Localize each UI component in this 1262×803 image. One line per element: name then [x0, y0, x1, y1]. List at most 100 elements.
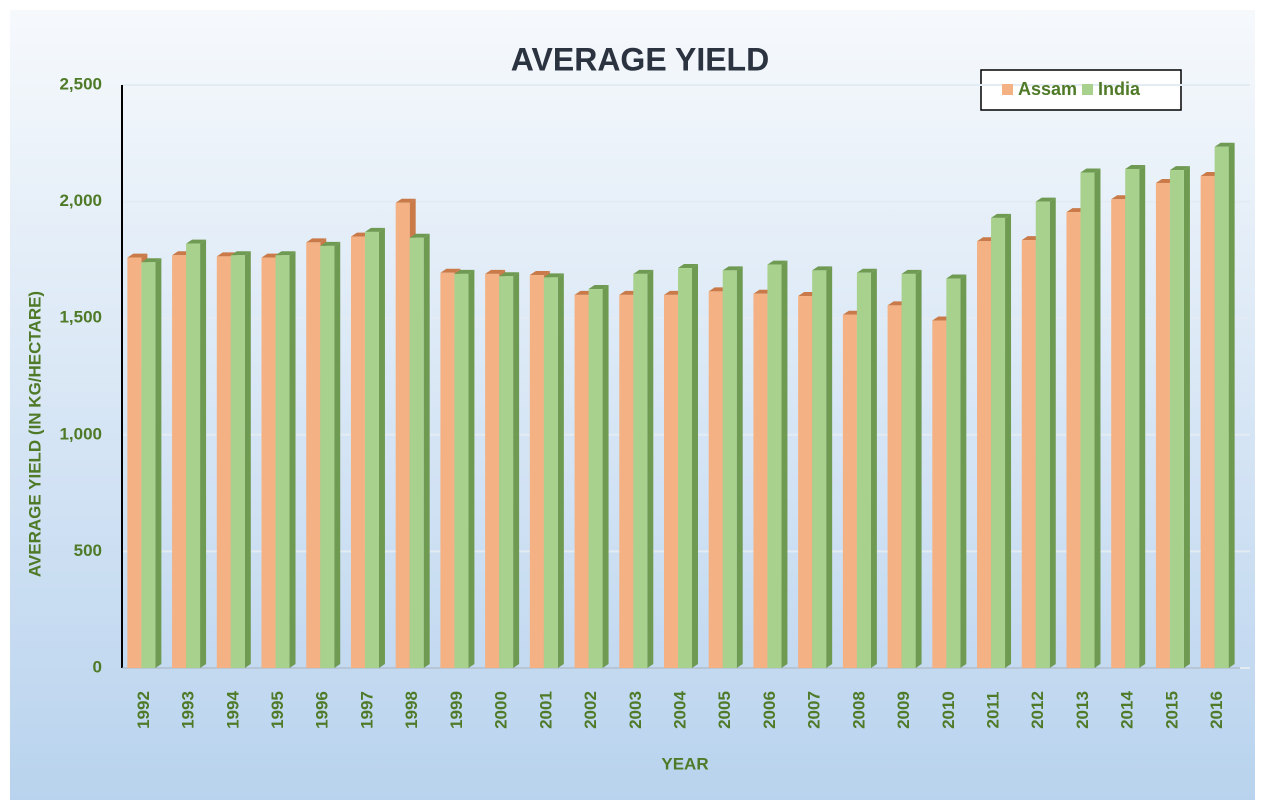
chart-title: AVERAGE YIELD — [511, 41, 769, 77]
y-tick-label: 1,500 — [59, 308, 102, 327]
x-tick-label: 1996 — [313, 691, 332, 729]
y-tick-label: 2,000 — [59, 191, 102, 210]
bar-top — [856, 268, 877, 273]
bar — [678, 268, 692, 668]
bar-top — [141, 258, 162, 263]
legend-label: India — [1098, 79, 1141, 99]
bar-top — [275, 251, 296, 256]
x-tick-label: 2000 — [492, 691, 511, 729]
legend-swatch — [1002, 84, 1013, 95]
x-axis-label: YEAR — [661, 754, 708, 773]
bar-top — [633, 269, 654, 274]
bar — [216, 256, 231, 668]
bar — [588, 289, 603, 668]
bar — [1155, 182, 1170, 668]
bar-top — [440, 268, 461, 273]
x-tick-label: 2015 — [1162, 691, 1181, 729]
bar — [127, 257, 142, 668]
bar — [753, 293, 768, 668]
bar — [1021, 240, 1036, 668]
bar — [842, 314, 857, 668]
bar-top — [499, 272, 520, 277]
bar-top — [588, 285, 609, 290]
bar-side — [915, 269, 922, 668]
bar-top — [901, 269, 922, 274]
bar-top — [1080, 168, 1101, 173]
bar — [275, 255, 290, 668]
x-tick-label: 2012 — [1028, 691, 1047, 729]
bar-top — [230, 251, 251, 256]
x-tick-label: 1992 — [134, 691, 153, 729]
bar — [230, 255, 245, 668]
bar-top — [364, 227, 385, 232]
bar-side — [423, 233, 430, 668]
bar-side — [378, 227, 385, 668]
bar-side — [826, 266, 833, 668]
bar-side — [1183, 166, 1190, 669]
x-tick-label: 2007 — [805, 691, 824, 729]
bar-side — [244, 251, 251, 668]
x-tick-label: 2008 — [849, 691, 868, 729]
bar — [261, 257, 276, 668]
bar — [409, 237, 424, 668]
bar — [306, 242, 321, 668]
bar — [619, 294, 634, 668]
bar — [141, 262, 156, 668]
x-tick-label: 2011 — [984, 692, 1003, 729]
bar — [1200, 175, 1215, 668]
x-tick-label: 1994 — [223, 691, 242, 729]
bar-top — [543, 273, 564, 278]
bar-side — [736, 266, 743, 668]
x-tick-label: 1999 — [447, 691, 466, 729]
bar — [186, 243, 201, 669]
bar-top — [485, 269, 506, 274]
bar — [1214, 146, 1229, 669]
bar — [977, 241, 992, 668]
bar-top — [306, 238, 327, 243]
bar-side — [468, 269, 475, 668]
bar-side — [781, 260, 788, 668]
bar-side — [870, 268, 877, 668]
bar — [454, 273, 469, 668]
x-tick-label: 2002 — [581, 691, 600, 729]
bar-side — [513, 272, 520, 668]
bar — [708, 291, 723, 668]
bar — [767, 264, 782, 668]
bar-side — [1049, 197, 1056, 668]
bar-top — [395, 198, 416, 203]
bar — [1080, 172, 1095, 668]
y-tick-label: 500 — [74, 541, 102, 560]
y-tick-label: 1,000 — [59, 424, 102, 443]
bar-top — [409, 233, 430, 238]
y-tick-label: 0 — [93, 657, 102, 676]
bar-top — [454, 269, 475, 274]
bar — [320, 245, 335, 668]
bar — [812, 270, 827, 668]
bar — [1111, 199, 1126, 668]
bar-top — [1035, 197, 1056, 202]
bar — [529, 275, 544, 668]
bar-side — [1139, 164, 1146, 668]
x-tick-label: 2004 — [670, 691, 689, 729]
bar-top — [186, 239, 207, 244]
bar — [499, 276, 514, 668]
x-tick-label: 2013 — [1073, 691, 1092, 729]
bar-top — [767, 260, 788, 265]
bar-top — [1169, 166, 1190, 171]
bar-top — [678, 264, 698, 269]
bar — [1125, 168, 1140, 668]
bar — [946, 278, 961, 668]
bar-top — [991, 213, 1012, 218]
bar — [1035, 201, 1050, 668]
y-axis-label: AVERAGE YIELD (IN KG/HECTARE) — [25, 291, 44, 577]
legend-label: Assam — [1018, 79, 1077, 99]
x-tick-label: 1995 — [268, 691, 287, 729]
bar — [574, 294, 589, 668]
bar-side — [557, 273, 564, 668]
bar — [887, 305, 902, 668]
bar-top — [127, 253, 148, 258]
bar-top — [1214, 142, 1235, 147]
bar-side — [960, 274, 967, 668]
